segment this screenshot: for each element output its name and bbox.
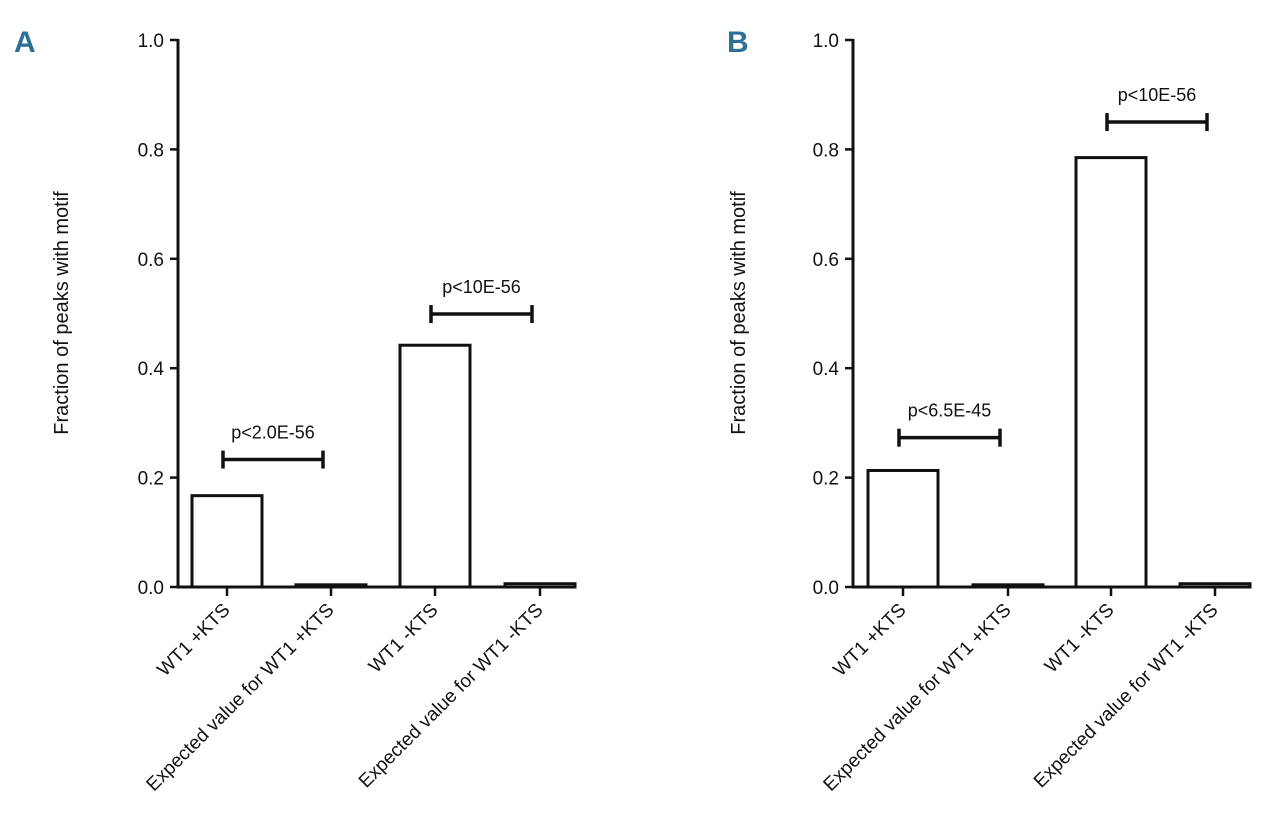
panel-a: A Fraction of peaks with motif 0.0 0.2 0.4 0.… xyxy=(14,26,577,796)
panel-letter: B xyxy=(727,26,749,59)
y-tick-label: 0.8 xyxy=(138,140,164,161)
bar xyxy=(190,494,264,589)
bar xyxy=(1074,156,1148,589)
x-category-label: WT1 +KTS xyxy=(154,600,235,681)
p-value-label: p<6.5E-45 xyxy=(908,401,992,421)
x-category-label: WT1 +KTS xyxy=(830,600,911,681)
bar xyxy=(294,583,368,589)
y-axis-title: Fraction of peaks with motif xyxy=(728,191,750,435)
panel-b: B Fraction of peaks with motif 0.0 0.2 0.4 0.… xyxy=(727,26,1252,796)
x-category-label: WT1 -KTS xyxy=(1041,600,1119,678)
panel-letter: A xyxy=(14,26,36,59)
x-category-label: Expected value for WT1 +KTS xyxy=(143,600,339,796)
p-value-label: p<10E-56 xyxy=(1118,85,1197,105)
y-tick-label: 0.8 xyxy=(813,140,839,161)
y-tick-label: 0.6 xyxy=(138,250,164,271)
y-tick-label: 0.6 xyxy=(813,250,839,271)
y-tick-label: 0.0 xyxy=(138,578,164,599)
y-tick-label: 0.4 xyxy=(813,359,840,380)
bar xyxy=(866,468,940,589)
p-value-label: p<2.0E-56 xyxy=(231,423,315,443)
y-tick-label: 0.2 xyxy=(138,469,164,490)
bar xyxy=(1178,582,1252,589)
x-category-label: Expected value for WT1 -KTS xyxy=(1030,600,1223,793)
y-tick-label: 1.0 xyxy=(138,31,164,52)
x-category-label: Expected value for WT1 -KTS xyxy=(355,600,548,793)
p-value-label: p<10E-56 xyxy=(442,277,521,297)
y-tick-label: 0.0 xyxy=(813,578,839,599)
bar xyxy=(398,343,472,589)
bar xyxy=(503,582,577,589)
x-category-label: Expected value for WT1 +KTS xyxy=(820,600,1016,796)
y-tick-label: 0.2 xyxy=(813,469,839,490)
y-tick-label: 1.0 xyxy=(813,31,839,52)
x-category-label: WT1 -KTS xyxy=(365,600,443,678)
y-tick-label: 0.4 xyxy=(138,359,165,380)
bar xyxy=(971,583,1045,589)
y-axis-title: Fraction of peaks with motif xyxy=(51,191,73,435)
